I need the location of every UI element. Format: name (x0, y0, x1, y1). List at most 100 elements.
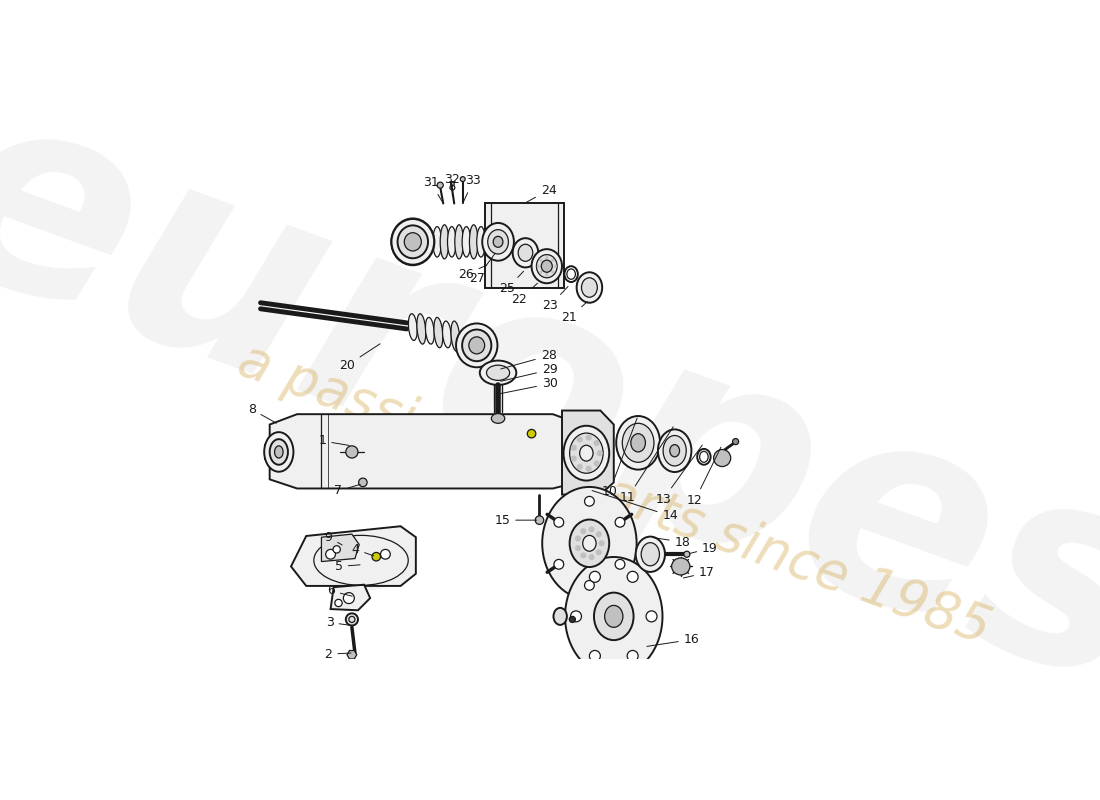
Ellipse shape (408, 314, 417, 341)
Ellipse shape (663, 435, 686, 466)
Circle shape (576, 464, 583, 470)
Ellipse shape (462, 226, 471, 257)
Ellipse shape (537, 265, 540, 268)
Circle shape (571, 445, 576, 450)
Circle shape (585, 466, 592, 472)
Ellipse shape (672, 558, 690, 575)
Ellipse shape (462, 330, 492, 361)
Text: 17: 17 (683, 566, 715, 579)
Ellipse shape (397, 226, 428, 258)
Ellipse shape (616, 416, 660, 470)
Ellipse shape (553, 608, 566, 625)
Ellipse shape (537, 254, 557, 278)
Ellipse shape (487, 230, 508, 254)
Ellipse shape (570, 433, 603, 474)
Circle shape (554, 559, 563, 569)
Text: 26: 26 (458, 266, 486, 281)
Circle shape (381, 550, 390, 559)
Text: 21: 21 (561, 302, 587, 325)
Ellipse shape (539, 270, 542, 274)
Ellipse shape (546, 273, 548, 276)
Ellipse shape (405, 233, 421, 251)
Ellipse shape (448, 226, 456, 257)
Polygon shape (321, 534, 360, 562)
Text: 7: 7 (334, 484, 360, 498)
Ellipse shape (264, 432, 294, 472)
Circle shape (584, 496, 594, 506)
Ellipse shape (594, 593, 634, 640)
Text: 25: 25 (499, 271, 524, 295)
Text: 9: 9 (324, 530, 342, 545)
Circle shape (575, 535, 581, 542)
Ellipse shape (392, 219, 434, 265)
Circle shape (596, 550, 602, 555)
Ellipse shape (531, 249, 562, 283)
Polygon shape (292, 526, 416, 586)
Ellipse shape (482, 223, 514, 261)
Ellipse shape (513, 238, 538, 267)
Circle shape (576, 437, 583, 442)
Text: 14: 14 (592, 490, 679, 522)
Text: 28: 28 (500, 350, 557, 369)
Polygon shape (346, 650, 356, 659)
Text: 16: 16 (647, 633, 700, 646)
Circle shape (571, 455, 576, 462)
Text: 8: 8 (248, 403, 276, 423)
Circle shape (345, 446, 358, 458)
Ellipse shape (426, 318, 434, 344)
Circle shape (581, 552, 586, 558)
Polygon shape (270, 414, 590, 489)
Ellipse shape (670, 445, 680, 457)
Text: 1: 1 (318, 434, 349, 447)
Text: 30: 30 (500, 378, 558, 394)
Ellipse shape (451, 321, 460, 351)
Ellipse shape (275, 446, 283, 458)
Text: 15: 15 (494, 514, 537, 526)
Ellipse shape (270, 439, 288, 465)
Circle shape (615, 559, 625, 569)
Ellipse shape (539, 258, 542, 262)
Text: 22: 22 (512, 283, 538, 306)
Ellipse shape (486, 365, 509, 380)
Ellipse shape (456, 323, 497, 367)
Circle shape (326, 550, 336, 559)
Text: 32: 32 (444, 173, 460, 197)
Circle shape (372, 553, 381, 561)
Ellipse shape (583, 535, 596, 551)
Text: 4: 4 (351, 543, 374, 556)
Ellipse shape (580, 446, 593, 461)
Circle shape (596, 450, 603, 456)
Circle shape (733, 438, 738, 445)
Circle shape (334, 599, 342, 606)
Ellipse shape (563, 426, 609, 481)
Ellipse shape (546, 256, 548, 259)
Circle shape (527, 430, 536, 438)
Circle shape (596, 531, 602, 538)
Circle shape (594, 460, 600, 466)
Circle shape (588, 526, 595, 533)
Circle shape (598, 540, 605, 546)
Ellipse shape (541, 260, 552, 272)
Text: 31: 31 (424, 176, 442, 201)
Circle shape (627, 650, 638, 662)
Ellipse shape (636, 537, 664, 572)
Circle shape (590, 571, 601, 582)
Text: 11: 11 (620, 427, 673, 504)
Polygon shape (485, 203, 564, 287)
Circle shape (714, 450, 730, 466)
Text: 27: 27 (469, 254, 495, 285)
Ellipse shape (565, 557, 662, 676)
Circle shape (581, 528, 586, 534)
Circle shape (584, 581, 594, 590)
Text: 10: 10 (602, 418, 637, 498)
Ellipse shape (582, 278, 597, 298)
Text: europes: europes (0, 60, 1100, 746)
Text: 3: 3 (326, 616, 349, 629)
Circle shape (615, 518, 625, 527)
Ellipse shape (658, 430, 692, 472)
Ellipse shape (308, 530, 415, 590)
Text: 13: 13 (656, 445, 702, 506)
Ellipse shape (576, 272, 602, 302)
Ellipse shape (492, 414, 505, 423)
Circle shape (575, 545, 581, 551)
